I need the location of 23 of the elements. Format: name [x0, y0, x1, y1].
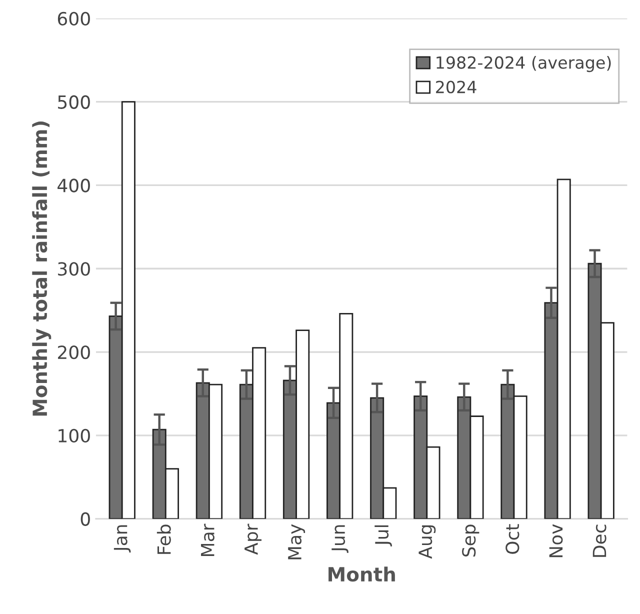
x-tick-label: Jul — [374, 525, 392, 546]
y-tick-label: 600 — [58, 12, 90, 26]
y-tick-label: 300 — [58, 262, 90, 276]
x-tick-label: Sep — [462, 524, 480, 557]
x-tick-label: Apr — [244, 524, 262, 555]
y-axis-title: Monthly total rainfall (mm) — [32, 122, 52, 416]
x-tick-label: Oct — [506, 524, 520, 554]
y-tick-label: 500 — [58, 95, 90, 109]
y-tick-label: 200 — [58, 345, 90, 360]
x-tick-label: Dec — [592, 524, 606, 557]
x-tick-label: Nov — [549, 524, 563, 558]
legend-label: 1982-2024 (average) — [436, 56, 611, 72]
x-tick-label: Jun — [332, 525, 348, 553]
legend-label: 2024 — [436, 80, 476, 94]
y-tick-label: 100 — [58, 428, 90, 443]
x-tick-label: May — [288, 524, 306, 560]
x-tick-label: Mar — [201, 524, 214, 556]
x-tick-label: Jan — [114, 525, 131, 552]
x-tick-label: Feb — [156, 524, 171, 554]
x-axis-title: Month — [328, 566, 395, 582]
x-tick-label: Aug — [418, 525, 436, 559]
y-tick-label: 400 — [58, 178, 90, 192]
y-tick-label: 0 — [80, 512, 90, 526]
